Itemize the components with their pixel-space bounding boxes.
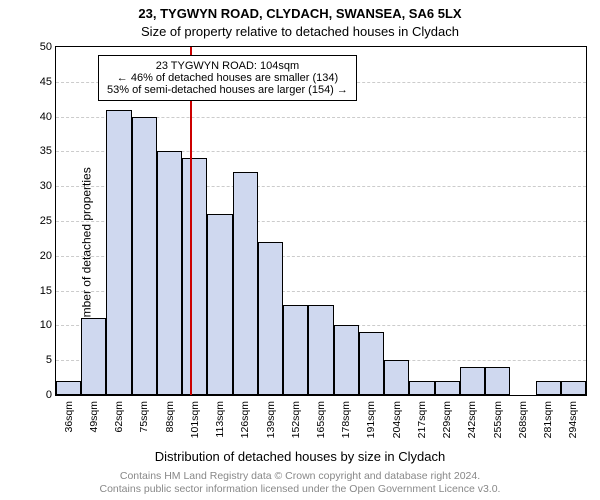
histogram-bar xyxy=(334,325,359,395)
histogram-bar xyxy=(561,381,586,395)
chart-title-line2: Size of property relative to detached ho… xyxy=(0,24,600,39)
x-tick-label: 178sqm xyxy=(340,401,352,438)
histogram-bar xyxy=(56,381,81,395)
histogram-bar xyxy=(283,305,308,395)
plot-area: 0510152025303540455036sqm49sqm62sqm75sqm… xyxy=(55,46,587,396)
y-tick-label: 40 xyxy=(26,111,52,123)
x-tick-label: 255sqm xyxy=(491,401,503,438)
x-tick-label: 268sqm xyxy=(517,401,529,438)
y-tick-label: 45 xyxy=(26,76,52,88)
y-tick-label: 50 xyxy=(26,41,52,53)
histogram-bar xyxy=(435,381,460,395)
x-tick-label: 62sqm xyxy=(113,401,125,433)
histogram-bar xyxy=(485,367,510,395)
annotation-line: ← 46% of detached houses are smaller (13… xyxy=(107,72,348,84)
chart-title-line1: 23, TYGWYN ROAD, CLYDACH, SWANSEA, SA6 5… xyxy=(0,6,600,21)
y-tick-label: 5 xyxy=(26,354,52,366)
histogram-bar xyxy=(106,110,131,395)
x-tick-label: 217sqm xyxy=(416,401,428,438)
x-tick-label: 281sqm xyxy=(542,401,554,438)
histogram-bar xyxy=(384,360,409,395)
x-tick-label: 49sqm xyxy=(88,401,100,433)
x-tick-label: 75sqm xyxy=(138,401,150,433)
histogram-bar xyxy=(132,117,157,395)
x-tick-label: 88sqm xyxy=(163,401,175,433)
footer-attribution: Contains HM Land Registry data © Crown c… xyxy=(0,470,600,496)
histogram-bar xyxy=(460,367,485,395)
x-tick-label: 113sqm xyxy=(214,401,226,438)
footer-line2: Contains public sector information licen… xyxy=(0,483,600,496)
histogram-bar xyxy=(233,172,258,395)
histogram-bar xyxy=(157,151,182,395)
y-tick-label: 25 xyxy=(26,215,52,227)
y-tick-label: 20 xyxy=(26,250,52,262)
histogram-bar xyxy=(207,214,232,395)
histogram-bar xyxy=(182,158,207,395)
x-tick-label: 204sqm xyxy=(390,401,402,438)
x-tick-label: 242sqm xyxy=(466,401,478,438)
x-tick-label: 126sqm xyxy=(239,401,251,438)
x-tick-label: 36sqm xyxy=(62,401,74,433)
x-tick-label: 165sqm xyxy=(315,401,327,438)
histogram-chart: 23, TYGWYN ROAD, CLYDACH, SWANSEA, SA6 5… xyxy=(0,0,600,500)
x-axis-label: Distribution of detached houses by size … xyxy=(0,449,600,464)
x-tick-label: 101sqm xyxy=(189,401,201,438)
histogram-bar xyxy=(308,305,333,395)
histogram-bar xyxy=(409,381,434,395)
y-tick-label: 35 xyxy=(26,145,52,157)
x-tick-label: 191sqm xyxy=(365,401,377,438)
y-tick-label: 0 xyxy=(26,389,52,401)
annotation-box: 23 TYGWYN ROAD: 104sqm← 46% of detached … xyxy=(98,55,357,101)
x-tick-label: 229sqm xyxy=(441,401,453,438)
x-tick-label: 152sqm xyxy=(290,401,302,438)
y-tick-label: 30 xyxy=(26,180,52,192)
footer-line1: Contains HM Land Registry data © Crown c… xyxy=(0,470,600,483)
annotation-line: 53% of semi-detached houses are larger (… xyxy=(107,84,348,96)
annotation-line: 23 TYGWYN ROAD: 104sqm xyxy=(107,60,348,72)
histogram-bar xyxy=(81,318,106,395)
x-tick-label: 139sqm xyxy=(264,401,276,438)
y-tick-label: 10 xyxy=(26,319,52,331)
histogram-bar xyxy=(359,332,384,395)
histogram-bar xyxy=(258,242,283,395)
x-tick-label: 294sqm xyxy=(567,401,579,438)
y-tick-label: 15 xyxy=(26,285,52,297)
histogram-bar xyxy=(536,381,561,395)
